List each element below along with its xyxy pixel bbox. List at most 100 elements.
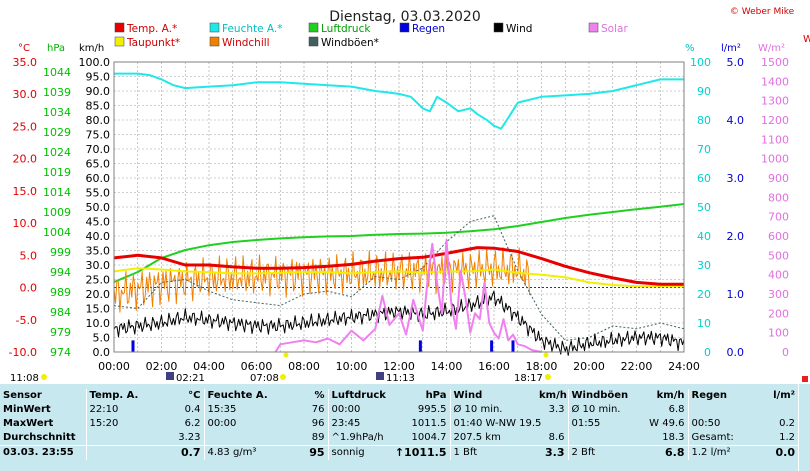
legend-swatch [209, 22, 220, 33]
x-tick-label: 16:00 [478, 360, 510, 373]
stats-label: 03.03. 23:55 [0, 445, 86, 460]
legend-swatch [114, 22, 125, 33]
wind-tick-label: 85.0 [86, 100, 111, 113]
humidity-tick-label: 30 [697, 259, 711, 272]
temp-tick-label: 30.0 [13, 88, 38, 101]
stats-temp-time [85, 431, 156, 446]
temp-tick-label: -10.0 [9, 346, 37, 359]
humidity-tick-label: 80 [697, 114, 711, 127]
chart-legend: Temp. A.* Feuchte A.* Luftdruck Regen Wind So… [114, 22, 628, 49]
temp-axis: 35.0 30.0 25.0 20.0 15.0 10.0 5.0 0.0 -5.0 -10.0 [9, 56, 37, 359]
solar-tick-label: 300 [768, 288, 789, 301]
moon-set-icon [545, 374, 551, 380]
moon-set-time: 18:17 [514, 373, 543, 384]
legend-swatch [209, 36, 220, 47]
legend-label: Feuchte A.* [222, 23, 283, 35]
stats-wind-value: 8.6 [548, 432, 565, 443]
copyright-text: © Weber Mike [730, 7, 795, 17]
solar-tick-label: 700 [768, 211, 789, 224]
stats-header-hum: Feuchte A. [203, 389, 286, 403]
pressure-tick-label: 1044 [43, 66, 71, 79]
stats-temp-time: 22:10 [85, 403, 156, 417]
wind-tick-label: 40.0 [86, 230, 111, 243]
pressure-tick-label: 1029 [43, 126, 71, 139]
solar-tick-label: 400 [768, 269, 789, 282]
stats-header-press-unit: hPa [425, 390, 447, 401]
pressure-tick-label: 1024 [43, 146, 71, 159]
stats-wind-label: 1 Bft [449, 445, 536, 460]
stats-row-max: MaxWert 15:20 6.2 00:00 96 23:45 1011.5 … [0, 417, 798, 431]
stats-press-value: 1011.5 [411, 418, 447, 429]
wind-tick-label: 5.0 [93, 332, 111, 345]
rain-unit-label: l/m² [721, 43, 741, 54]
wind-tick-label: 90.0 [86, 85, 111, 98]
legend-label: Temp. A.* [126, 23, 177, 35]
solar-tick-label: 1200 [761, 114, 789, 127]
stats-row-current: 03.03. 23:55 0.7 4.83 g/m³ 95 sonnig ↑10… [0, 445, 798, 460]
temp-tick-label: 25.0 [13, 120, 38, 133]
pressure-tick-label: 1019 [43, 166, 71, 179]
solar-tick-label: 500 [768, 249, 789, 262]
humidity-tick-label: 40 [697, 230, 711, 243]
stats-gust-label: Ø 10 min. [567, 403, 644, 417]
stats-wind-value: 3.3 [536, 445, 568, 460]
plot-frame [113, 61, 685, 353]
rain-tick-label: 0.0 [727, 346, 745, 359]
humidity-tick-label: 20 [697, 288, 711, 301]
stats-wind-label: 01:40 W-NW 19.5 [449, 417, 568, 431]
rain-bar [131, 340, 135, 352]
sun-moon-markers: 11:08 02:21 07:08 11:13 18:17 [10, 352, 551, 384]
wind-tick-label: 25.0 [86, 274, 111, 287]
legend-swatch [493, 22, 504, 33]
stats-row-min: MinWert 22:10 0.4 15:35 76 00:00 995.5 Ø… [0, 403, 798, 417]
wind-tick-label: 100.0 [79, 56, 111, 69]
stats-label: MinWert [3, 404, 51, 415]
rain-bar [490, 340, 494, 352]
series-layer [113, 72, 685, 356]
rain-bar [418, 340, 422, 352]
rain-tick-label: 4.0 [727, 114, 745, 127]
stats-press-time: 00:00 [327, 403, 390, 417]
humidity-tick-label: 10 [697, 317, 711, 330]
pressure-tick-label: 1034 [43, 106, 71, 119]
x-tick-label: 14:00 [431, 360, 463, 373]
wind-tick-label: 70.0 [86, 143, 111, 156]
series-line [113, 246, 684, 286]
stats-rain-label [687, 403, 764, 417]
humidity-tick-label: 50 [697, 201, 711, 214]
stats-header-gust: Windböen [567, 389, 644, 403]
wind-tick-label: 10.0 [86, 317, 111, 330]
pressure-tick-label: 1004 [43, 226, 71, 239]
moon-rise-icon [166, 372, 174, 380]
pressure-tick-label: 999 [50, 246, 71, 259]
stats-temp-value: 0.4 [184, 404, 201, 415]
edge-marker [802, 376, 808, 382]
x-tick-label: 04:00 [193, 360, 225, 373]
stats-rain-value [764, 403, 798, 417]
pressure-tick-label: 984 [50, 306, 71, 319]
pressure-axis: 1044 1039 1034 1029 1024 1019 1014 1009 1004 999 9… [43, 66, 71, 359]
legend-swatch [308, 36, 319, 47]
stats-press-time: ^1.9hPa/h [327, 431, 390, 446]
wind-tick-label: 15.0 [86, 303, 111, 316]
humidity-tick-label: 70 [697, 143, 711, 156]
stats-header-temp-unit: °C [188, 390, 201, 401]
solar-unit-label: W/m² [758, 43, 785, 54]
legend-label: Windchill [222, 37, 270, 49]
legend-label: Solar [601, 23, 628, 35]
stats-label: Durchschnitt [3, 432, 76, 443]
stats-press-value: 1004.7 [411, 432, 447, 443]
rain-tick-label: 5.0 [727, 56, 745, 69]
stats-header-wind-unit: km/h [539, 390, 567, 401]
stats-wind-label: 207.5 km [449, 431, 536, 446]
x-tick-label: 24:00 [668, 360, 700, 373]
x-tick-label: 12:00 [383, 360, 415, 373]
set-time: 07:08 [250, 373, 279, 384]
solar-tick-label: 100 [768, 327, 789, 340]
x-tick-label: 18:00 [526, 360, 558, 373]
series-line [113, 290, 685, 356]
legend-label: Taupunkt* [126, 37, 180, 49]
solar-tick-label: 0 [782, 346, 789, 359]
wind-axis: 100.0 95.090.0 85.080.0 75.070.0 65.060.0 55.… [79, 56, 111, 359]
